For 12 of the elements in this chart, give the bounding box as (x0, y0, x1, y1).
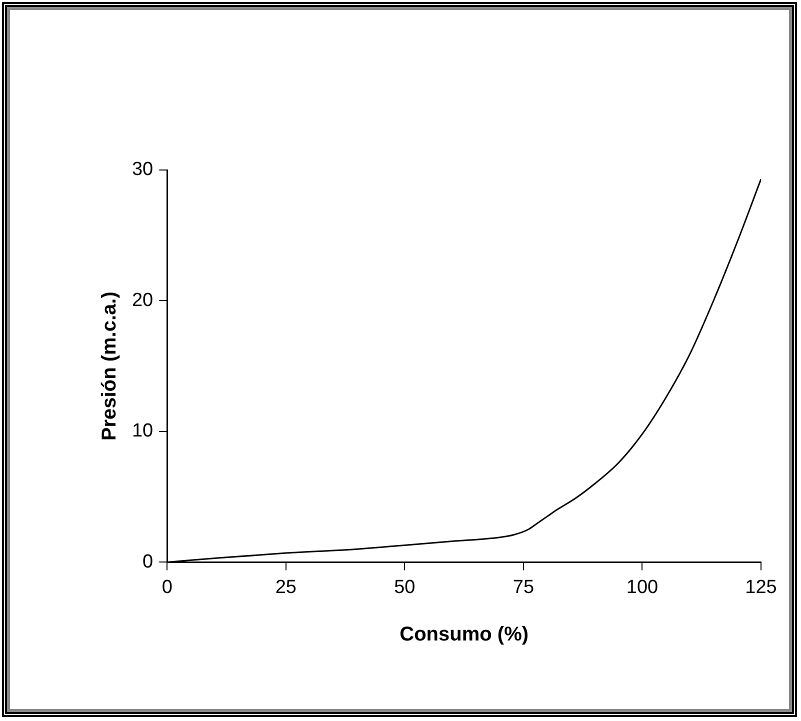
y-axis-title: Presión (m.c.a.) (98, 292, 121, 441)
x-tick-label: 100 (626, 576, 658, 598)
x-tick-label: 50 (394, 576, 416, 598)
x-tick-label: 125 (745, 576, 777, 598)
y-tick-label: 0 (142, 551, 154, 572)
y-tick-label: 20 (132, 290, 154, 311)
x-axis-title: Consumo (%) (400, 624, 529, 646)
y-tick-label: 30 (132, 159, 154, 180)
y-tick-label: 10 (132, 420, 154, 442)
x-tick-label: 75 (512, 576, 534, 598)
x-tick-label: 0 (162, 576, 172, 598)
x-tick-label: 25 (275, 576, 296, 598)
